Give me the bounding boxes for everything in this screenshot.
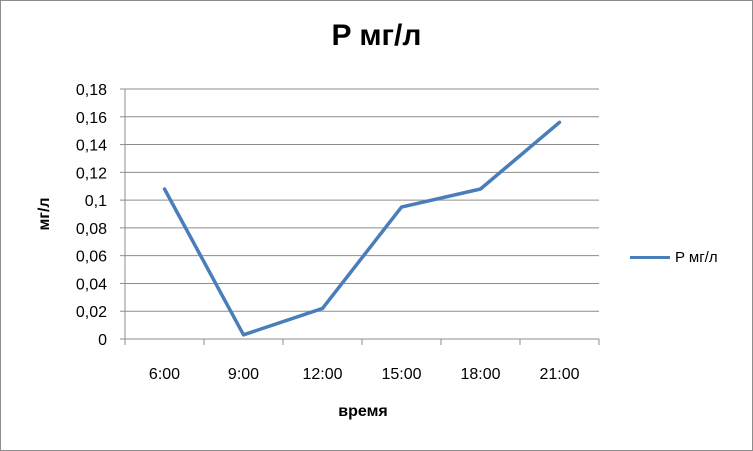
legend-label: P мг/л — [675, 249, 718, 266]
y-tick-label: 0,12 — [76, 165, 107, 182]
x-tick-label: 21:00 — [539, 366, 579, 383]
x-axis-label: время — [338, 403, 388, 420]
y-tick-label: 0,04 — [76, 276, 107, 293]
x-tick-label: 18:00 — [460, 366, 500, 383]
y-tick-label: 0,16 — [76, 110, 107, 127]
y-tick-label: 0 — [98, 332, 107, 349]
chart-title: P мг/л — [331, 19, 422, 52]
y-tick-label: 0,18 — [76, 82, 107, 99]
y-tick-label: 0,02 — [76, 304, 107, 321]
x-tick-label: 15:00 — [381, 366, 421, 383]
x-tick-label: 9:00 — [228, 366, 259, 383]
y-tick-label: 0,06 — [76, 249, 107, 266]
x-tick-label: 12:00 — [302, 366, 342, 383]
y-tick-label: 0,08 — [76, 221, 107, 238]
y-tick-label: 0,14 — [76, 138, 107, 155]
legend-swatch — [630, 256, 670, 259]
series-line — [162, 120, 562, 337]
x-tick-label: 6:00 — [149, 366, 180, 383]
legend: P мг/л — [630, 249, 718, 266]
y-tick-label: 0,1 — [85, 193, 107, 210]
